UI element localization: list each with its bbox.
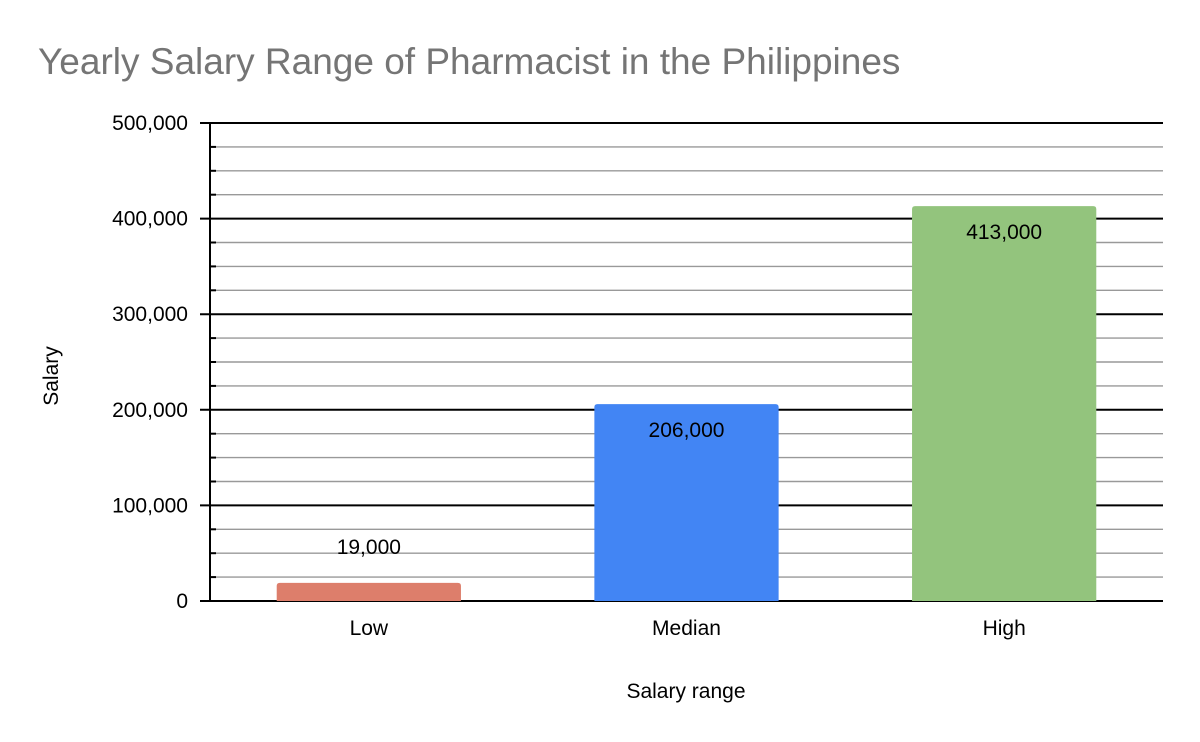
x-tick-label: High bbox=[983, 617, 1026, 640]
y-tick-label: 500,000 bbox=[112, 112, 188, 135]
x-tick-label: Median bbox=[652, 617, 721, 640]
bar-low bbox=[276, 582, 461, 601]
data-label-median: 206,000 bbox=[649, 419, 725, 442]
x-axis-title: Salary range bbox=[626, 680, 745, 703]
chart-title: Yearly Salary Range of Pharmacist in the… bbox=[38, 41, 900, 82]
x-axis-ticks: Low Median High bbox=[350, 617, 1026, 640]
y-tick-label: 300,000 bbox=[112, 303, 188, 326]
y-axis-title: Salary bbox=[40, 346, 63, 406]
x-tick-label: Low bbox=[350, 617, 389, 640]
y-tick-label: 100,000 bbox=[112, 494, 188, 517]
y-tick-label: 200,000 bbox=[112, 399, 188, 422]
bar-median bbox=[594, 404, 779, 601]
data-label-high: 413,000 bbox=[966, 221, 1042, 244]
y-axis-ticks: 0 100,000 200,000 300,000 400,000 500,000 bbox=[112, 112, 188, 613]
y-tick-label: 400,000 bbox=[112, 208, 188, 231]
y-tick-label: 0 bbox=[176, 590, 188, 613]
bar-high bbox=[912, 206, 1097, 601]
data-labels: 19,000 206,000 413,000 bbox=[337, 221, 1042, 559]
bars bbox=[276, 206, 1097, 601]
data-label-low: 19,000 bbox=[337, 536, 401, 559]
